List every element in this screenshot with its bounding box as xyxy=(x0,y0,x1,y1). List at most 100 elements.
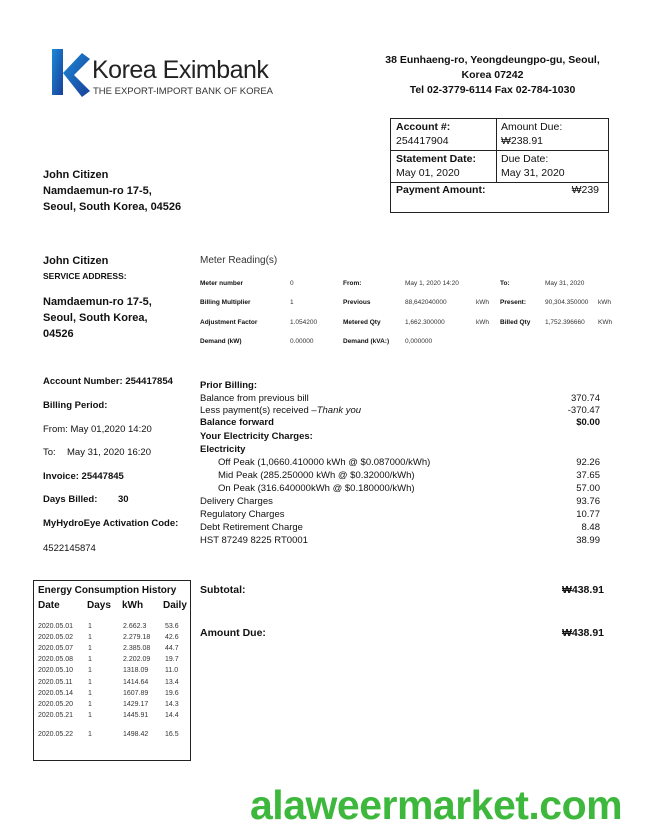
balance-prev: 370.74 xyxy=(570,393,600,404)
row-daily: 11.0 xyxy=(165,667,179,674)
off-peak: 92.26 xyxy=(576,457,600,468)
customer-address: John Citizen Namdaemun-ro 17-5, Seoul, S… xyxy=(43,167,181,215)
energy-history-table: Energy Consumption History Date Days kWh… xyxy=(33,580,191,761)
multiplier-value: 1 xyxy=(290,299,294,306)
on-peak: 57.00 xyxy=(576,483,600,494)
row-date: 2020.05.21 xyxy=(38,712,74,719)
demand-kw-label: Demand (kW) xyxy=(200,338,242,345)
previous-value: 88,642040000 xyxy=(405,299,447,306)
row-date: 2020.05.01 xyxy=(38,623,74,630)
row-date: 2020.05.14 xyxy=(38,690,74,697)
metered-value: 1,662.300000 xyxy=(405,319,445,326)
previous-label: Previous xyxy=(343,299,371,306)
amount-due-value: ₩238.91 xyxy=(501,135,544,147)
row-kwh: 1414.64 xyxy=(123,679,149,686)
row-days: 1 xyxy=(88,731,92,738)
statement-date-value: May 01, 2020 xyxy=(396,167,460,179)
row-date: 2020.05.22 xyxy=(38,731,74,738)
service-address-label: SERVICE ADDRESS: xyxy=(43,271,127,281)
history-title: Energy Consumption History xyxy=(38,585,177,596)
from-label: From: xyxy=(343,280,362,287)
row-date: 2020.05.08 xyxy=(38,656,74,663)
row-daily: 42.6 xyxy=(165,634,179,641)
address-line: Namdaemun-ro 17-5, xyxy=(43,296,152,308)
adjustment-value: 1.054200 xyxy=(290,319,318,326)
payment-amount-label: Payment Amount: xyxy=(396,184,486,196)
row-daily: 16.5 xyxy=(165,731,179,738)
hst: 38.99 xyxy=(576,535,600,546)
row-daily: 14.3 xyxy=(165,701,179,708)
subtotal: ₩438.91 xyxy=(561,584,604,596)
activation-label: MyHydroEye Activation Code: xyxy=(43,518,179,529)
debt-label: Debt Retirement Charge xyxy=(200,522,303,533)
row-daily: 13.4 xyxy=(165,679,179,686)
logo-name: Korea Eximbank xyxy=(92,56,269,84)
delivery-label: Delivery Charges xyxy=(200,496,273,507)
on-peak-label: On Peak (316.640000kWh @ $0.180000/kWh) xyxy=(218,483,415,494)
header-date: Date xyxy=(38,600,60,611)
address-line: 38 Eunhaeng-ro, Yeongdeungpo-gu, Seoul, xyxy=(385,54,600,66)
delivery: 93.76 xyxy=(576,496,600,507)
hst-label: HST 87249 8225 RT0001 xyxy=(200,535,308,546)
activation-code: 4522145874 xyxy=(43,543,96,554)
logo-tagline: THE EXPORT-IMPORT BANK OF KOREA xyxy=(93,86,274,97)
demand-kw-value: 0.00000 xyxy=(290,338,314,345)
row-daily: 19.7 xyxy=(165,656,179,663)
meter-number-label: Meter number xyxy=(200,280,243,287)
multiplier-label: Billing Multiplier xyxy=(200,299,251,306)
address-line: Korea 07242 xyxy=(461,69,524,81)
present-label: Present: xyxy=(500,299,527,306)
charges-label: Your Electricity Charges: xyxy=(200,431,313,442)
row-kwh: 2.662.3 xyxy=(123,623,147,630)
regulatory-label: Regulatory Charges xyxy=(200,509,285,520)
debt: 8.48 xyxy=(581,522,601,533)
row-kwh: 2.279.18 xyxy=(123,634,151,641)
row-days: 1 xyxy=(88,656,92,663)
from-value: May 1, 2020 14:20 xyxy=(405,280,459,287)
amount-due-label: Amount Due: xyxy=(200,627,266,639)
billed-label: Billed Qty xyxy=(500,319,531,326)
account-label: Account #: xyxy=(396,121,451,133)
present-value: 90,304.350000 xyxy=(545,299,589,306)
header-daily: Daily xyxy=(163,600,187,611)
meter-number: 0 xyxy=(290,280,294,287)
account-value: 254417904 xyxy=(396,135,449,147)
row-date: 2020.05.10 xyxy=(38,667,74,674)
billed-unit: KWh xyxy=(598,319,613,326)
regulatory: 10.77 xyxy=(576,509,600,520)
to-label: To: xyxy=(500,280,510,287)
row-date: 2020.05.20 xyxy=(38,701,74,708)
less-payment-label: Less payment(s) received –Thank you xyxy=(200,405,361,416)
header-kwh: kWh xyxy=(122,600,144,611)
row-daily: 14.4 xyxy=(165,712,179,719)
off-peak-label: Off Peak (1,0660.410000 kWh @ $0.087000/… xyxy=(218,457,431,468)
statement-date-label: Statement Date: xyxy=(396,153,476,165)
metered-unit: kWh xyxy=(476,319,489,326)
demand-kva-label: Demand (kVA:) xyxy=(343,338,390,345)
demand-kva-value: 0,000000 xyxy=(405,338,433,345)
row-kwh: 1498.42 xyxy=(123,731,149,738)
row-days: 1 xyxy=(88,645,92,652)
balance-prev-label: Balance from previous bill xyxy=(200,393,309,404)
mid-peak: 37.65 xyxy=(576,470,600,481)
billing-to-label: To: xyxy=(43,447,56,458)
to-value: May 31, 2020 xyxy=(545,280,585,287)
service-name: John Citizen xyxy=(43,255,109,267)
address-line: Seoul, South Korea, xyxy=(43,312,148,324)
row-kwh: 2.385.08 xyxy=(123,645,151,652)
header-days: Days xyxy=(87,600,111,611)
address-line: 04526 xyxy=(43,328,74,340)
address-line: Namdaemun-ro 17-5, xyxy=(43,185,152,197)
row-days: 1 xyxy=(88,679,92,686)
prior-billing-label: Prior Billing: xyxy=(200,380,257,391)
row-days: 1 xyxy=(88,634,92,641)
due-date-label: Due Date: xyxy=(501,153,549,165)
meter-readings-title: Meter Reading(s) xyxy=(200,255,278,266)
contact-line: Tel 02-3779-6114 Fax 02-784-1030 xyxy=(409,84,576,96)
days-billed-label: Days Billed: xyxy=(43,494,98,505)
electricity-label: Electricity xyxy=(200,444,246,455)
metered-label: Metered Qty xyxy=(343,319,381,326)
row-kwh: 1318.09 xyxy=(123,667,149,674)
balance-forward: $0.00 xyxy=(576,417,600,428)
row-kwh: 1607.89 xyxy=(123,690,149,697)
